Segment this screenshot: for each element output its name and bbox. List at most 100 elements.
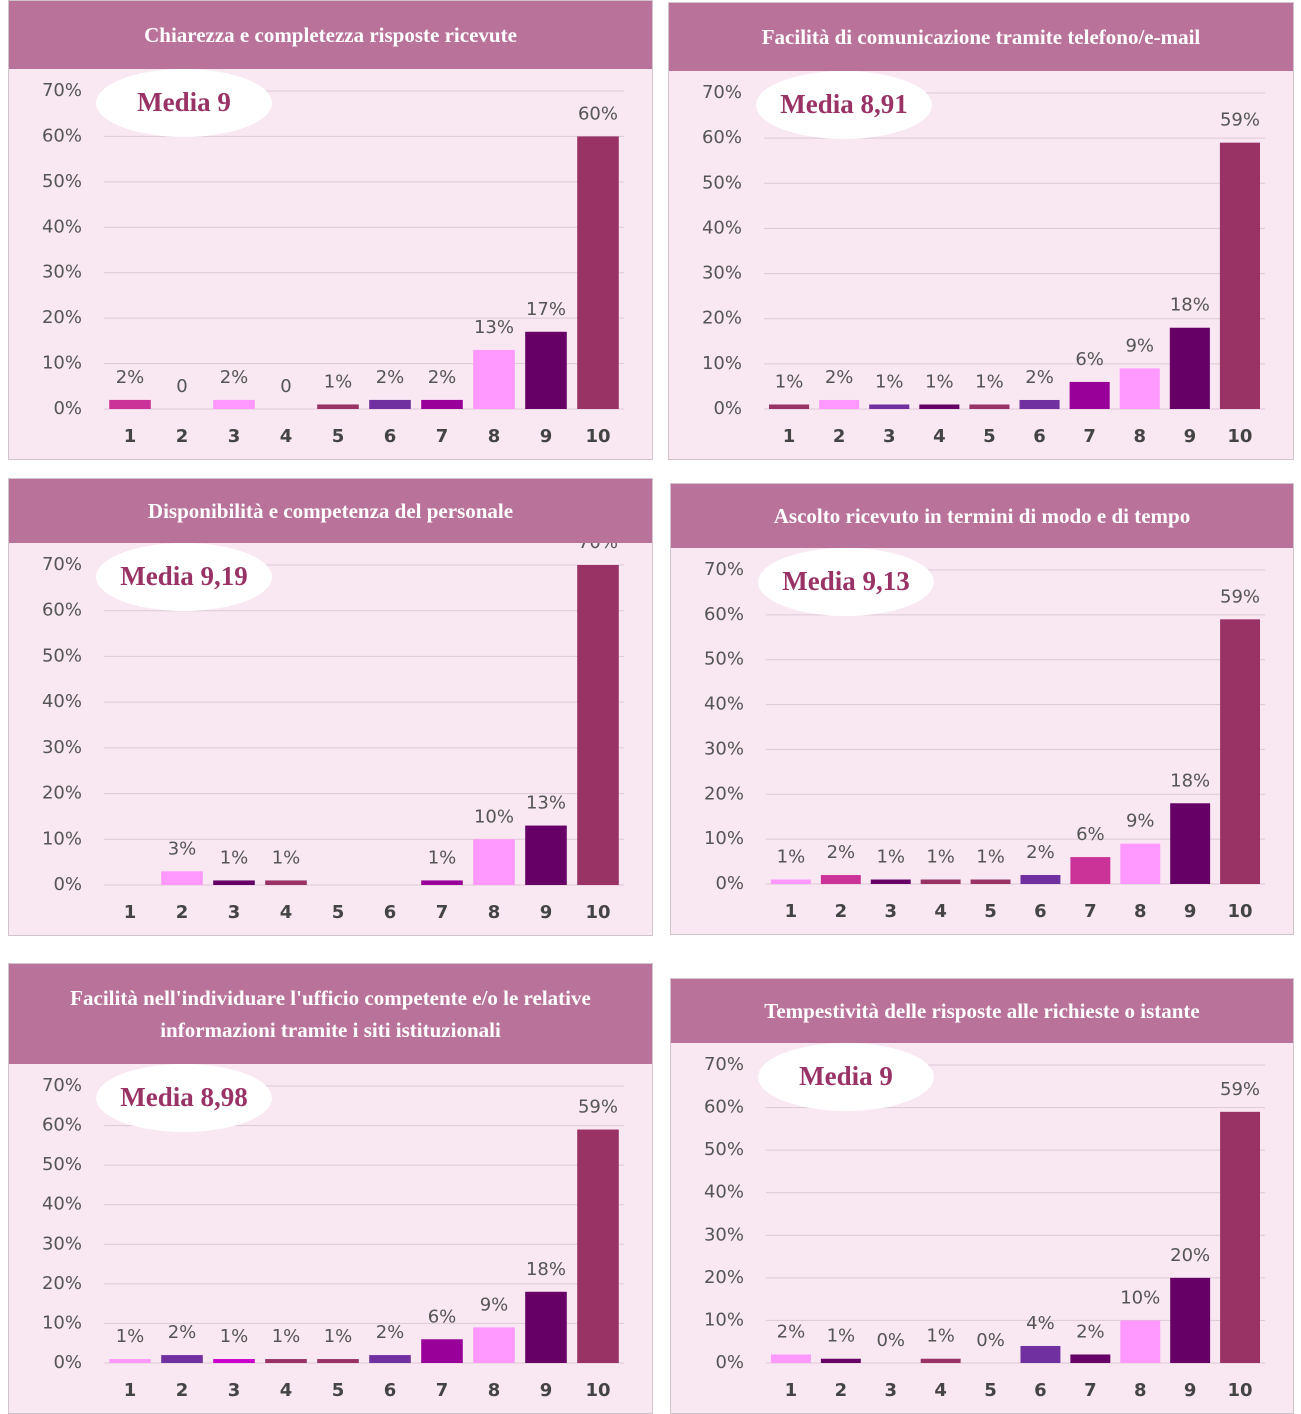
bar	[970, 879, 1011, 884]
value-label: 1%	[428, 847, 457, 868]
value-label: 2%	[825, 367, 854, 388]
bar	[317, 1359, 359, 1363]
x-tick-label: 1	[783, 426, 796, 447]
value-label: 4%	[1026, 1313, 1055, 1334]
bar	[770, 879, 811, 884]
x-tick-label: 10	[585, 902, 610, 923]
value-label: 9%	[1125, 335, 1154, 356]
bar	[1119, 368, 1160, 409]
chart: 0% 10% 20% 30% 40% 50% 60% 70% Media 9,19 1 2 3% 3 1%…	[42, 543, 624, 923]
y-tick-label: 10%	[42, 353, 82, 374]
y-tick-label: 0%	[715, 1352, 744, 1373]
bar	[969, 404, 1010, 409]
x-tick-label: 7	[436, 902, 449, 923]
bar	[1220, 1111, 1261, 1363]
chart-title: Facilità nell'individuare l'ufficio comp…	[9, 964, 652, 1064]
x-tick-label: 1	[124, 1380, 137, 1401]
chart-panel: Disponibilità e competenza del personale…	[8, 478, 653, 936]
bar	[473, 1327, 515, 1363]
y-tick-label: 60%	[704, 604, 744, 625]
bar	[525, 1291, 567, 1363]
annotation-bubble	[758, 548, 934, 616]
value-label: 0	[280, 376, 291, 397]
x-tick-label: 6	[1034, 901, 1047, 922]
y-tick-label: 20%	[42, 783, 82, 804]
y-tick-label: 60%	[42, 1115, 82, 1136]
x-tick-label: 5	[332, 426, 345, 447]
bar	[1220, 619, 1261, 884]
annotation: Media 8,91	[780, 89, 908, 119]
value-label: 1%	[875, 371, 904, 392]
chart-title: Facilità di comunicazione tramite telefo…	[669, 3, 1293, 71]
annotation: Media 9,19	[120, 561, 248, 591]
chart-panel: Tempestività delle risposte alle richies…	[670, 978, 1294, 1414]
bar	[213, 399, 255, 409]
bar	[1019, 399, 1060, 409]
x-tick-label: 7	[1083, 426, 1096, 447]
x-tick-label: 1	[785, 901, 798, 922]
value-label: 1%	[220, 1326, 249, 1347]
value-label: 59%	[578, 1097, 618, 1118]
chart-panel: Facilità nell'individuare l'ufficio comp…	[8, 963, 653, 1414]
y-tick-label: 10%	[704, 828, 744, 849]
bar	[577, 565, 619, 885]
y-tick-label: 10%	[704, 1309, 744, 1330]
chart: 0% 10% 20% 30% 40% 50% 60% 70% Media 9,13 1 1% 2 2% 3…	[704, 548, 1265, 922]
value-label: 9%	[1126, 811, 1155, 832]
value-label: 1%	[272, 1326, 301, 1347]
y-tick-label: 70%	[704, 559, 744, 580]
y-tick-label: 50%	[704, 1139, 744, 1160]
bar	[265, 880, 307, 885]
chart-panel: Facilità di comunicazione tramite telefo…	[668, 2, 1294, 460]
x-tick-label: 6	[384, 426, 397, 447]
y-tick-label: 70%	[42, 1075, 82, 1096]
chart: 0% 10% 20% 30% 40% 50% 60% 70% Media 8,98 1 1% 2 2% 3…	[42, 1064, 624, 1401]
value-label: 1%	[976, 847, 1005, 868]
value-label: 2%	[116, 367, 145, 388]
bar	[1120, 843, 1161, 884]
chart-panel: Ascolto ricevuto in termini di modo e di…	[670, 483, 1294, 935]
bar	[109, 399, 151, 409]
x-tick-label: 9	[540, 1380, 553, 1401]
y-tick-label: 60%	[42, 125, 82, 146]
bar	[421, 1339, 463, 1363]
x-tick-label: 3	[228, 1380, 241, 1401]
y-tick-label: 60%	[702, 127, 742, 148]
bar	[109, 1359, 151, 1363]
value-label: 1%	[775, 371, 804, 392]
x-tick-label: 8	[1134, 1380, 1147, 1401]
bar	[770, 1354, 811, 1363]
x-tick-label: 6	[1033, 426, 1046, 447]
x-tick-label: 4	[280, 426, 293, 447]
value-label: 60%	[578, 103, 618, 124]
bar	[819, 399, 860, 409]
bar	[421, 399, 463, 409]
bar	[1169, 327, 1210, 409]
y-tick-label: 10%	[42, 828, 82, 849]
y-tick-label: 30%	[702, 263, 742, 284]
x-tick-label: 5	[984, 1380, 997, 1401]
value-label: 1%	[876, 847, 905, 868]
annotation: Media 9	[799, 1061, 893, 1091]
value-label: 1%	[272, 847, 301, 868]
y-tick-label: 40%	[702, 217, 742, 238]
x-tick-label: 1	[124, 426, 137, 447]
value-label: 0	[176, 376, 187, 397]
value-label: 2%	[376, 1322, 405, 1343]
value-label: 1%	[926, 1326, 955, 1347]
bar	[1070, 857, 1111, 884]
x-tick-label: 7	[436, 1380, 449, 1401]
x-tick-label: 8	[1134, 901, 1147, 922]
annotation-bubble	[96, 543, 272, 611]
x-tick-label: 2	[835, 901, 848, 922]
value-label: 2%	[220, 367, 249, 388]
x-tick-label: 4	[280, 902, 293, 923]
x-tick-label: 3	[884, 901, 897, 922]
value-label: 13%	[526, 793, 566, 814]
bar	[577, 136, 619, 409]
x-tick-label: 2	[176, 1380, 189, 1401]
bar	[820, 1358, 861, 1363]
value-label: 2%	[1076, 1321, 1105, 1342]
y-tick-label: 30%	[704, 1224, 744, 1245]
